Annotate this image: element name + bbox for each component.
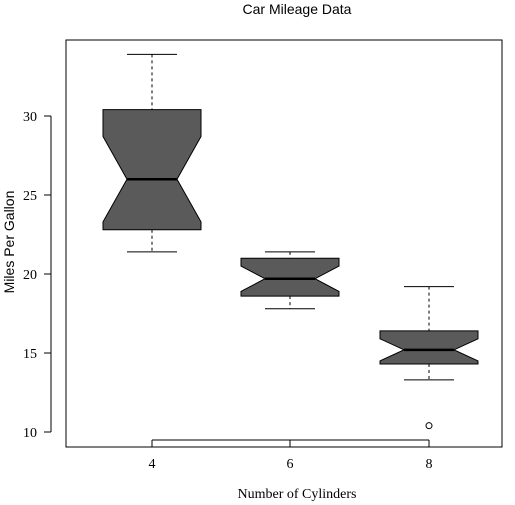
x-axis-label: Number of Cylinders — [238, 487, 357, 502]
x-ticks-group: 4 6 8 — [149, 440, 433, 472]
box-8 — [379, 330, 479, 365]
outlier-8-0 — [425, 422, 433, 430]
y-tick-label-20: 20 — [23, 268, 37, 283]
y-tick-label-10: 10 — [23, 426, 37, 441]
box-4 — [102, 109, 202, 231]
boxes-group — [102, 53, 479, 430]
y-ticks-group: 10 15 20 25 30 — [23, 110, 51, 441]
box-6 — [240, 257, 340, 297]
y-tick-label-15: 15 — [23, 347, 37, 362]
x-tick-label-6: 6 — [287, 457, 294, 472]
y-tick-label-25: 25 — [23, 189, 37, 204]
plot-frame — [65, 39, 503, 448]
x-tick-label-4: 4 — [149, 457, 156, 472]
y-tick-label-30: 30 — [23, 110, 37, 125]
chart-title: Car Mileage Data — [243, 1, 352, 17]
x-tick-label-8: 8 — [426, 457, 433, 472]
y-axis-label: Miles Per Gallon — [1, 191, 17, 294]
